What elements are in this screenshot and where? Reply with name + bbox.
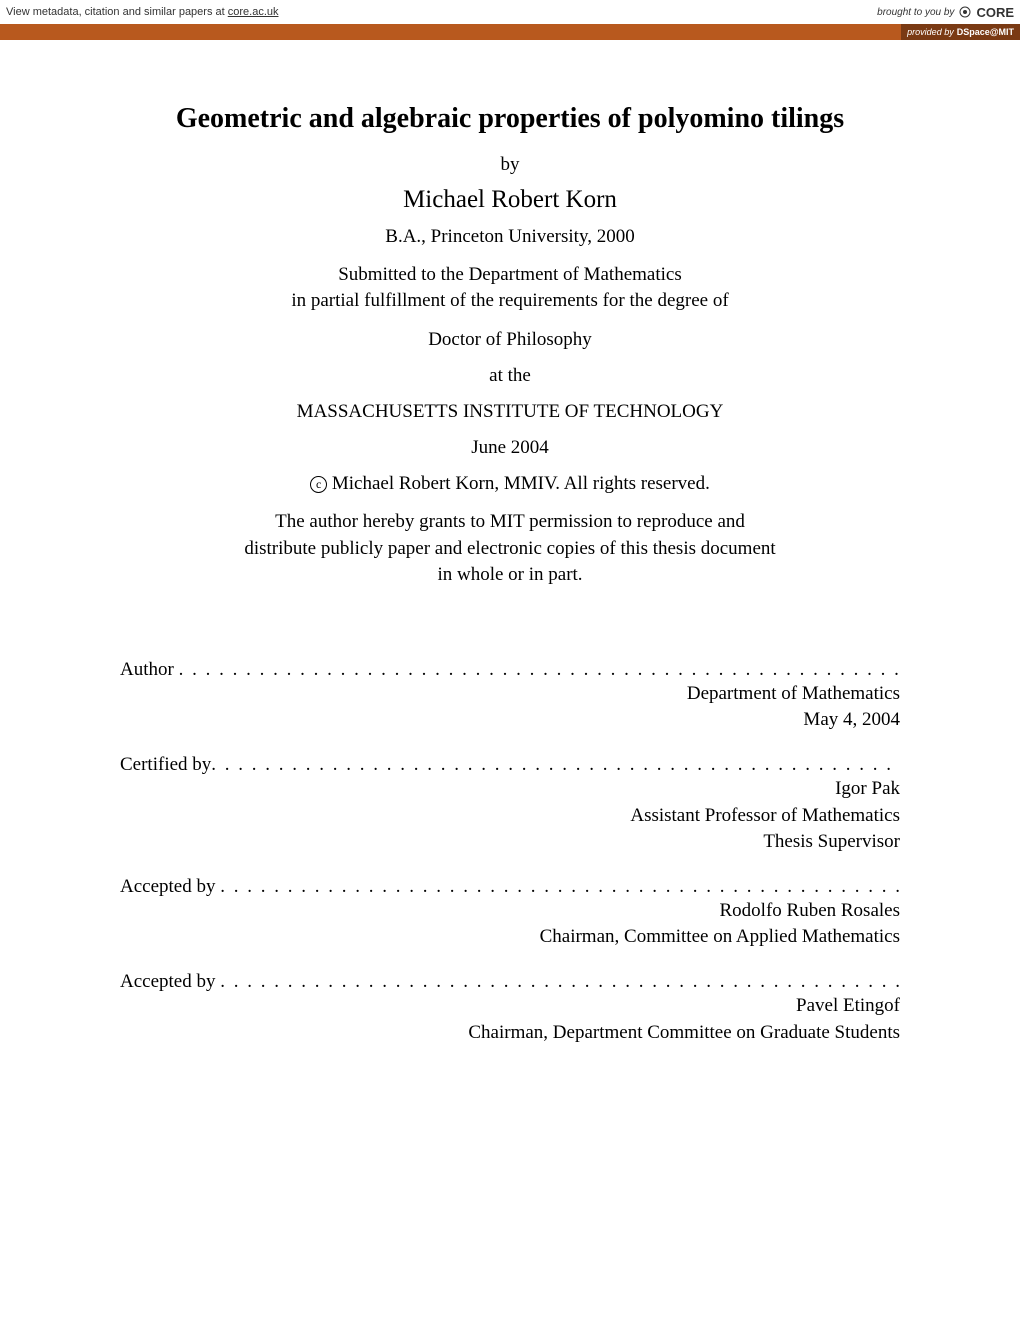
sig-detail: Rodolfo Ruben Rosales: [120, 898, 900, 925]
copyright-line: c Michael Robert Korn, MMIV. All rights …: [120, 473, 900, 495]
sig-dots: . . . . . . . . . . . . . . . . . . . . …: [211, 754, 900, 775]
grant-line-1: The author hereby grants to MIT permissi…: [275, 511, 745, 532]
sig-block-accepted-2: Accepted by . . . . . . . . . . . . . . …: [120, 971, 900, 1046]
sig-label: Author: [120, 659, 179, 680]
sig-dots: . . . . . . . . . . . . . . . . . . . . …: [220, 971, 900, 992]
dspace-label: provided by DSpace@MIT: [901, 24, 1020, 40]
sig-detail: Igor Pak: [120, 776, 900, 803]
by-label: by: [120, 154, 900, 176]
sig-detail: Department of Mathematics: [120, 681, 900, 708]
submitted-line-2: in partial fulfillment of the requiremen…: [291, 290, 728, 311]
sig-detail: Pavel Etingof: [120, 993, 900, 1020]
sig-detail: Thesis Supervisor: [120, 829, 900, 856]
sig-label: Accepted by: [120, 971, 220, 992]
grant-line-2: distribute publicly paper and electronic…: [244, 538, 775, 559]
degree-name: Doctor of Philosophy: [120, 329, 900, 351]
banner-right: brought to you by CORE: [877, 5, 1014, 20]
submitted-statement: Submitted to the Department of Mathemati…: [120, 262, 900, 315]
core-banner-orange: provided by DSpace@MIT: [0, 24, 1020, 40]
sig-line: Accepted by . . . . . . . . . . . . . . …: [120, 876, 900, 898]
sig-detail: Chairman, Committee on Applied Mathemati…: [120, 924, 900, 951]
core-icon: [958, 5, 972, 19]
sig-label: Certified by: [120, 754, 211, 775]
sig-block-certified: Certified by. . . . . . . . . . . . . . …: [120, 754, 900, 856]
sig-line: Accepted by . . . . . . . . . . . . . . …: [120, 971, 900, 993]
copyright-text: Michael Robert Korn, MMIV. All rights re…: [327, 473, 710, 494]
thesis-title-page: Geometric and algebraic properties of po…: [0, 40, 1020, 1046]
core-brand: CORE: [976, 5, 1014, 20]
at-the: at the: [120, 365, 900, 387]
brought-by-text: brought to you by: [877, 7, 954, 18]
metadata-text: View metadata, citation and similar pape…: [6, 6, 228, 18]
thesis-title: Geometric and algebraic properties of po…: [120, 100, 900, 138]
sig-block-accepted-1: Accepted by . . . . . . . . . . . . . . …: [120, 876, 900, 951]
sig-line: Author . . . . . . . . . . . . . . . . .…: [120, 659, 900, 681]
core-banner-top: View metadata, citation and similar pape…: [0, 0, 1020, 24]
degree-date: June 2004: [120, 437, 900, 459]
core-link[interactable]: core.ac.uk: [228, 6, 279, 18]
previous-degree: B.A., Princeton University, 2000: [120, 226, 900, 248]
author-name: Michael Robert Korn: [120, 186, 900, 214]
sig-label: Accepted by: [120, 876, 220, 897]
sig-detail: May 4, 2004: [120, 707, 900, 734]
copyright-icon: c: [310, 476, 327, 493]
provided-by-text: provided by: [907, 27, 954, 37]
sig-detail: Chairman, Department Committee on Gradua…: [120, 1020, 900, 1047]
sig-line: Certified by. . . . . . . . . . . . . . …: [120, 754, 900, 776]
signature-section: Author . . . . . . . . . . . . . . . . .…: [120, 659, 900, 1046]
banner-left-text: View metadata, citation and similar pape…: [6, 6, 279, 18]
sig-dots: . . . . . . . . . . . . . . . . . . . . …: [220, 876, 900, 897]
dspace-name: DSpace@MIT: [957, 27, 1014, 37]
grant-line-3: in whole or in part.: [437, 564, 582, 585]
submitted-line-1: Submitted to the Department of Mathemati…: [338, 264, 682, 285]
sig-detail: Assistant Professor of Mathematics: [120, 803, 900, 830]
sig-block-author: Author . . . . . . . . . . . . . . . . .…: [120, 659, 900, 734]
institution: MASSACHUSETTS INSTITUTE OF TECHNOLOGY: [120, 401, 900, 423]
permission-grant: The author hereby grants to MIT permissi…: [120, 509, 900, 589]
sig-dots: . . . . . . . . . . . . . . . . . . . . …: [179, 659, 900, 680]
